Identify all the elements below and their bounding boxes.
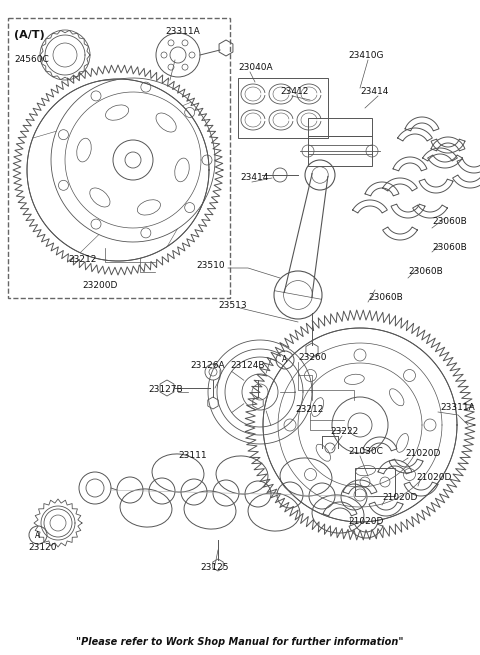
Text: 23412: 23412	[280, 88, 308, 96]
Text: 23311A: 23311A	[440, 403, 475, 413]
Text: (A/T): (A/T)	[14, 30, 45, 40]
Text: 23126A: 23126A	[190, 362, 225, 371]
Text: 23125: 23125	[200, 563, 228, 572]
Text: 24560C: 24560C	[14, 56, 49, 64]
Bar	[355, 468, 395, 496]
Text: 23222: 23222	[330, 428, 358, 436]
Text: 23111: 23111	[178, 451, 206, 460]
Text: 23040A: 23040A	[238, 64, 273, 73]
Bar	[308, 118, 372, 136]
Text: A: A	[36, 531, 41, 540]
Text: 21020D: 21020D	[405, 449, 440, 457]
Text: 23127B: 23127B	[148, 386, 182, 394]
Text: 23120: 23120	[28, 544, 57, 553]
Text: 23060B: 23060B	[368, 293, 403, 303]
Bar	[8, 18, 230, 298]
Text: 23124B: 23124B	[230, 362, 264, 371]
Text: 21030C: 21030C	[348, 447, 383, 457]
Text: A: A	[282, 356, 288, 364]
Text: 23060B: 23060B	[432, 244, 467, 252]
Text: 23513: 23513	[218, 301, 247, 310]
Text: 23260: 23260	[298, 354, 326, 362]
Text: 21020D: 21020D	[416, 472, 451, 481]
Text: 23212: 23212	[68, 255, 96, 265]
Text: 23212: 23212	[295, 405, 324, 415]
Text: 21020D: 21020D	[348, 517, 384, 527]
Text: 23410G: 23410G	[348, 50, 384, 60]
Text: 23414: 23414	[240, 174, 268, 183]
Text: "Please refer to Work Shop Manual for further information": "Please refer to Work Shop Manual for fu…	[76, 637, 404, 647]
Text: 23510: 23510	[196, 261, 225, 269]
Bar	[238, 78, 328, 138]
Text: 23311A: 23311A	[165, 28, 200, 37]
Text: 23060B: 23060B	[432, 217, 467, 227]
Text: 21020D: 21020D	[382, 493, 418, 502]
Text: 23414: 23414	[360, 88, 388, 96]
Text: 23200D: 23200D	[82, 280, 118, 290]
Bar	[308, 136, 372, 166]
Text: 23060B: 23060B	[408, 267, 443, 276]
